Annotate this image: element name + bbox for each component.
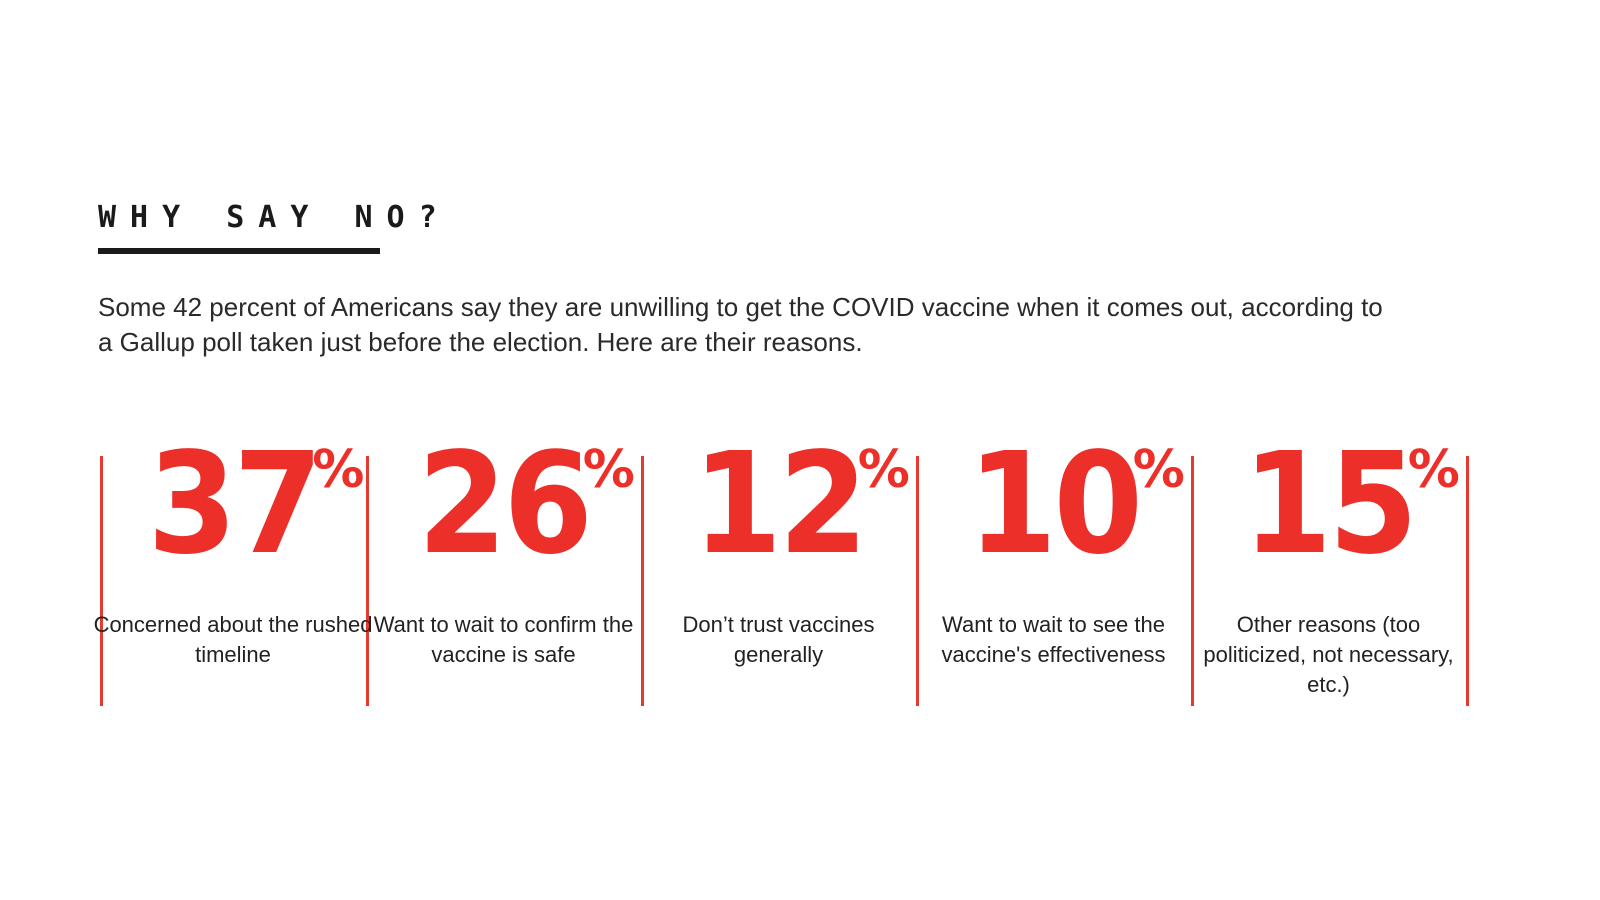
stat-value: 10	[967, 423, 1144, 586]
stat-column: 26% Want to wait to confirm the vaccine i…	[364, 423, 644, 670]
stat-figure: 12%	[685, 423, 910, 586]
percent-sign: %	[312, 440, 365, 500]
percent-sign: %	[1132, 440, 1185, 500]
column-divider	[1191, 456, 1194, 706]
stat-column: 12% Don’t trust vaccines generally	[639, 423, 919, 670]
stat-value: 12	[692, 423, 869, 586]
column-divider	[641, 456, 644, 706]
stat-column: 15% Other reasons (too politicized, not n…	[1189, 423, 1469, 700]
percent-sign: %	[1407, 440, 1460, 500]
column-divider	[366, 456, 369, 706]
intro-paragraph: Some 42 percent of Americans say they ar…	[98, 292, 1383, 357]
stat-label: Concerned about the rushed timeline	[93, 612, 373, 667]
column-divider	[1466, 456, 1469, 706]
column-divider	[100, 456, 103, 706]
stat-label: Other reasons (too politicized, not nece…	[1203, 612, 1454, 697]
percent-sign: %	[857, 440, 910, 500]
column-divider	[916, 456, 919, 706]
stat-label: Want to wait to see the vaccine's effect…	[941, 612, 1166, 667]
stat-column: 10% Want to wait to see the vaccine's eff…	[914, 423, 1194, 670]
stat-value: 37	[147, 423, 323, 586]
stat-figure: 10%	[960, 423, 1185, 586]
stat-figure: 15%	[1235, 423, 1460, 586]
page-title: WHY SAY NO?	[98, 200, 451, 235]
stat-column: 37% Concerned about the rushed timeline	[93, 423, 373, 670]
stat-figure: 37%	[140, 423, 364, 586]
stat-label: Don’t trust vaccines generally	[682, 612, 875, 667]
percent-sign: %	[582, 440, 635, 500]
stat-value: 26	[417, 423, 594, 586]
stat-value: 15	[1242, 423, 1419, 586]
title-underline	[98, 248, 380, 254]
stat-figure: 26%	[410, 423, 635, 586]
stat-label: Want to wait to confirm the vaccine is s…	[373, 612, 634, 667]
